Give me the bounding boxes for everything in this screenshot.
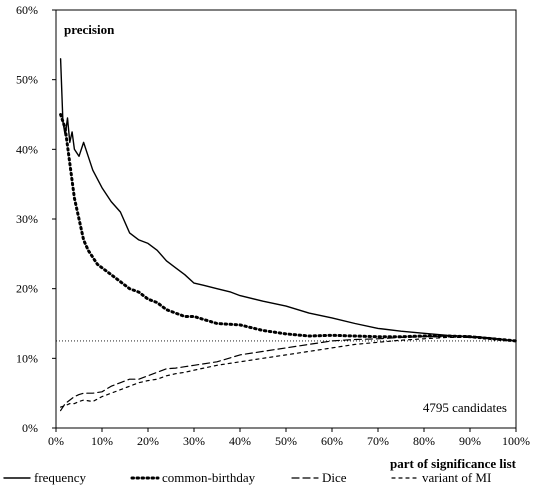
y-tick-label: 60% — [16, 3, 38, 17]
x-tick-label: 100% — [502, 434, 530, 448]
y-tick-label: 10% — [16, 351, 38, 365]
x-tick-label: 50% — [275, 434, 297, 448]
y-tick-label: 40% — [16, 142, 38, 156]
legend-label: frequency — [34, 470, 86, 485]
annotation-candidates: 4795 candidates — [423, 400, 507, 415]
y-tick-label: 30% — [16, 212, 38, 226]
x-tick-label: 70% — [367, 434, 389, 448]
x-tick-label: 60% — [321, 434, 343, 448]
x-tick-label: 30% — [183, 434, 205, 448]
y-tick-label: 20% — [16, 282, 38, 296]
series-line-common-birthday — [59, 113, 518, 343]
legend-label: variant of MI — [422, 470, 491, 485]
x-tick-label: 80% — [413, 434, 435, 448]
legend-label: common-birthday — [162, 470, 256, 485]
legend: frequency common-birthday Dice variant of M… — [3, 470, 491, 485]
series-line-frequency — [59, 58, 517, 342]
x-tick-label: 20% — [137, 434, 159, 448]
y-tick-label: 50% — [16, 73, 38, 87]
plot-area — [55, 9, 517, 429]
x-tick-label: 10% — [91, 434, 113, 448]
x-tick-label: 90% — [459, 434, 481, 448]
x-tick-label: 0% — [48, 434, 64, 448]
x-axis-label: part of significance list — [390, 456, 517, 471]
legend-label: Dice — [322, 470, 347, 485]
series-line-variant-of-mi — [59, 336, 517, 408]
y-axis-label: precision — [64, 22, 115, 37]
y-tick-label: 0% — [22, 421, 38, 435]
x-tick-label: 40% — [229, 434, 251, 448]
